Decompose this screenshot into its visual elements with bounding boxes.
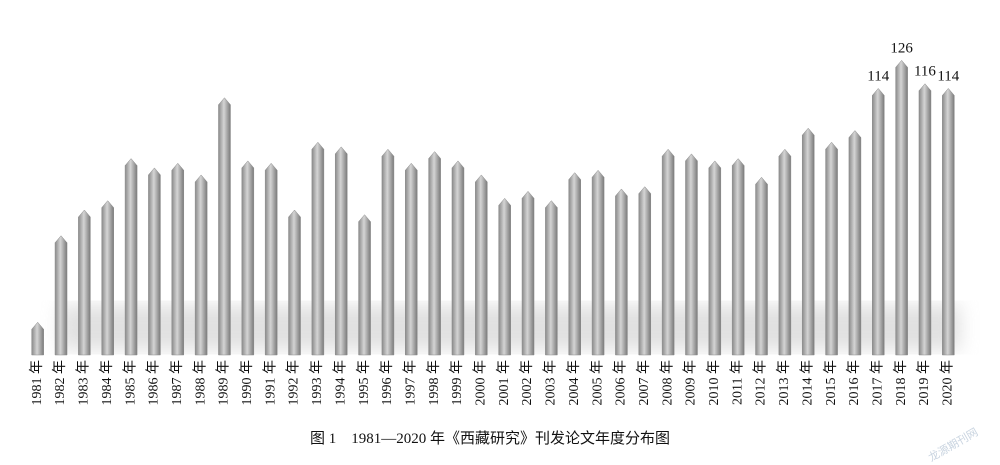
value-label: 114 [867, 68, 889, 84]
bar [895, 59, 908, 356]
bar [521, 190, 535, 356]
bar [475, 174, 488, 356]
bar [638, 186, 652, 356]
x-tick-label: 1987 年 [169, 360, 185, 406]
bar [498, 197, 511, 356]
bar [545, 200, 558, 356]
x-tick-label: 2003 年 [543, 360, 559, 406]
bar [31, 321, 44, 356]
x-tick-label: 2005 年 [589, 360, 605, 406]
bar [194, 174, 208, 356]
x-tick-label: 1991 年 [262, 360, 278, 406]
x-tick-label: 2007 年 [636, 360, 652, 406]
bar [311, 141, 325, 356]
x-tick-label: 1992 年 [286, 360, 302, 406]
bar [288, 209, 301, 356]
bar [264, 162, 278, 356]
bar [54, 235, 68, 356]
x-tick-label: 2001 年 [496, 360, 512, 406]
x-tick-label: 2008 年 [659, 360, 675, 406]
bar [661, 148, 675, 356]
bar [615, 188, 628, 356]
x-tick-label: 2010 年 [706, 360, 722, 406]
bar [778, 148, 792, 356]
bar [848, 130, 862, 356]
x-tick-label: 1989 年 [216, 360, 232, 406]
x-tick-label: 1993 年 [309, 360, 325, 406]
x-tick-label: 1982 年 [52, 360, 68, 406]
bar [218, 97, 231, 356]
x-tick-label: 1990 年 [239, 360, 255, 406]
watermark: 龙源期刊网 [926, 425, 981, 465]
bar [78, 209, 91, 356]
value-label: 114 [937, 68, 959, 84]
x-tick-label: 1983 年 [76, 360, 92, 406]
bar [358, 214, 371, 356]
bar [428, 151, 441, 356]
bar [101, 200, 114, 356]
x-tick-label: 1998 年 [426, 360, 442, 406]
bar [918, 83, 932, 356]
bar [825, 141, 838, 356]
bar [801, 127, 815, 356]
bar [708, 160, 722, 356]
x-tick-label: 1995 年 [356, 360, 372, 406]
x-tick-label: 2006 年 [613, 360, 629, 406]
x-tick-label: 2000 年 [473, 360, 489, 406]
value-label: 126 [890, 40, 913, 56]
x-tick-label: 2020 年 [940, 360, 956, 406]
x-tick-label: 2004 年 [566, 360, 582, 406]
bar [148, 167, 161, 356]
x-tick-label: 2013 年 [776, 360, 792, 406]
bar [755, 176, 768, 356]
chart-title: 图 1 1981—2020 年《西藏研究》刊发论文年度分布图 [310, 430, 670, 447]
x-tick-label: 1981 年 [29, 360, 45, 406]
bar [685, 153, 698, 356]
x-tick-label: 2011 年 [729, 360, 745, 405]
bar [405, 162, 418, 356]
x-tick-label: 2015 年 [823, 360, 839, 406]
x-tick-label: 2009 年 [683, 360, 699, 406]
x-tick-label: 2014 年 [799, 360, 815, 406]
bar [591, 169, 605, 356]
x-tick-label: 2002 年 [519, 360, 535, 406]
bar [381, 148, 395, 356]
x-tick-label: 1984 年 [99, 360, 115, 406]
x-tick-label: 1996 年 [379, 360, 395, 406]
x-tick-label: 2017 年 [869, 360, 885, 406]
x-tick-label: 1994 年 [332, 360, 348, 406]
bar [241, 160, 255, 356]
x-tick-label: 1986 年 [146, 360, 162, 406]
bar [451, 160, 465, 356]
bar [942, 88, 955, 356]
value-label: 116 [914, 64, 936, 80]
x-tick-label: 2012 年 [753, 360, 769, 406]
x-tick-label: 2019 年 [916, 360, 932, 406]
x-tick-label: 1997 年 [402, 360, 418, 406]
bar [124, 158, 138, 356]
x-tick-label: 2016 年 [846, 360, 862, 406]
x-tick-label: 1999 年 [449, 360, 465, 406]
bar [171, 162, 185, 356]
x-tick-label: 1985 年 [122, 360, 138, 406]
bar [731, 158, 745, 356]
bar [568, 172, 581, 356]
x-tick-label: 2018 年 [893, 360, 909, 406]
x-tick-label: 1988 年 [192, 360, 208, 406]
bar [334, 146, 348, 356]
bar [872, 88, 885, 356]
